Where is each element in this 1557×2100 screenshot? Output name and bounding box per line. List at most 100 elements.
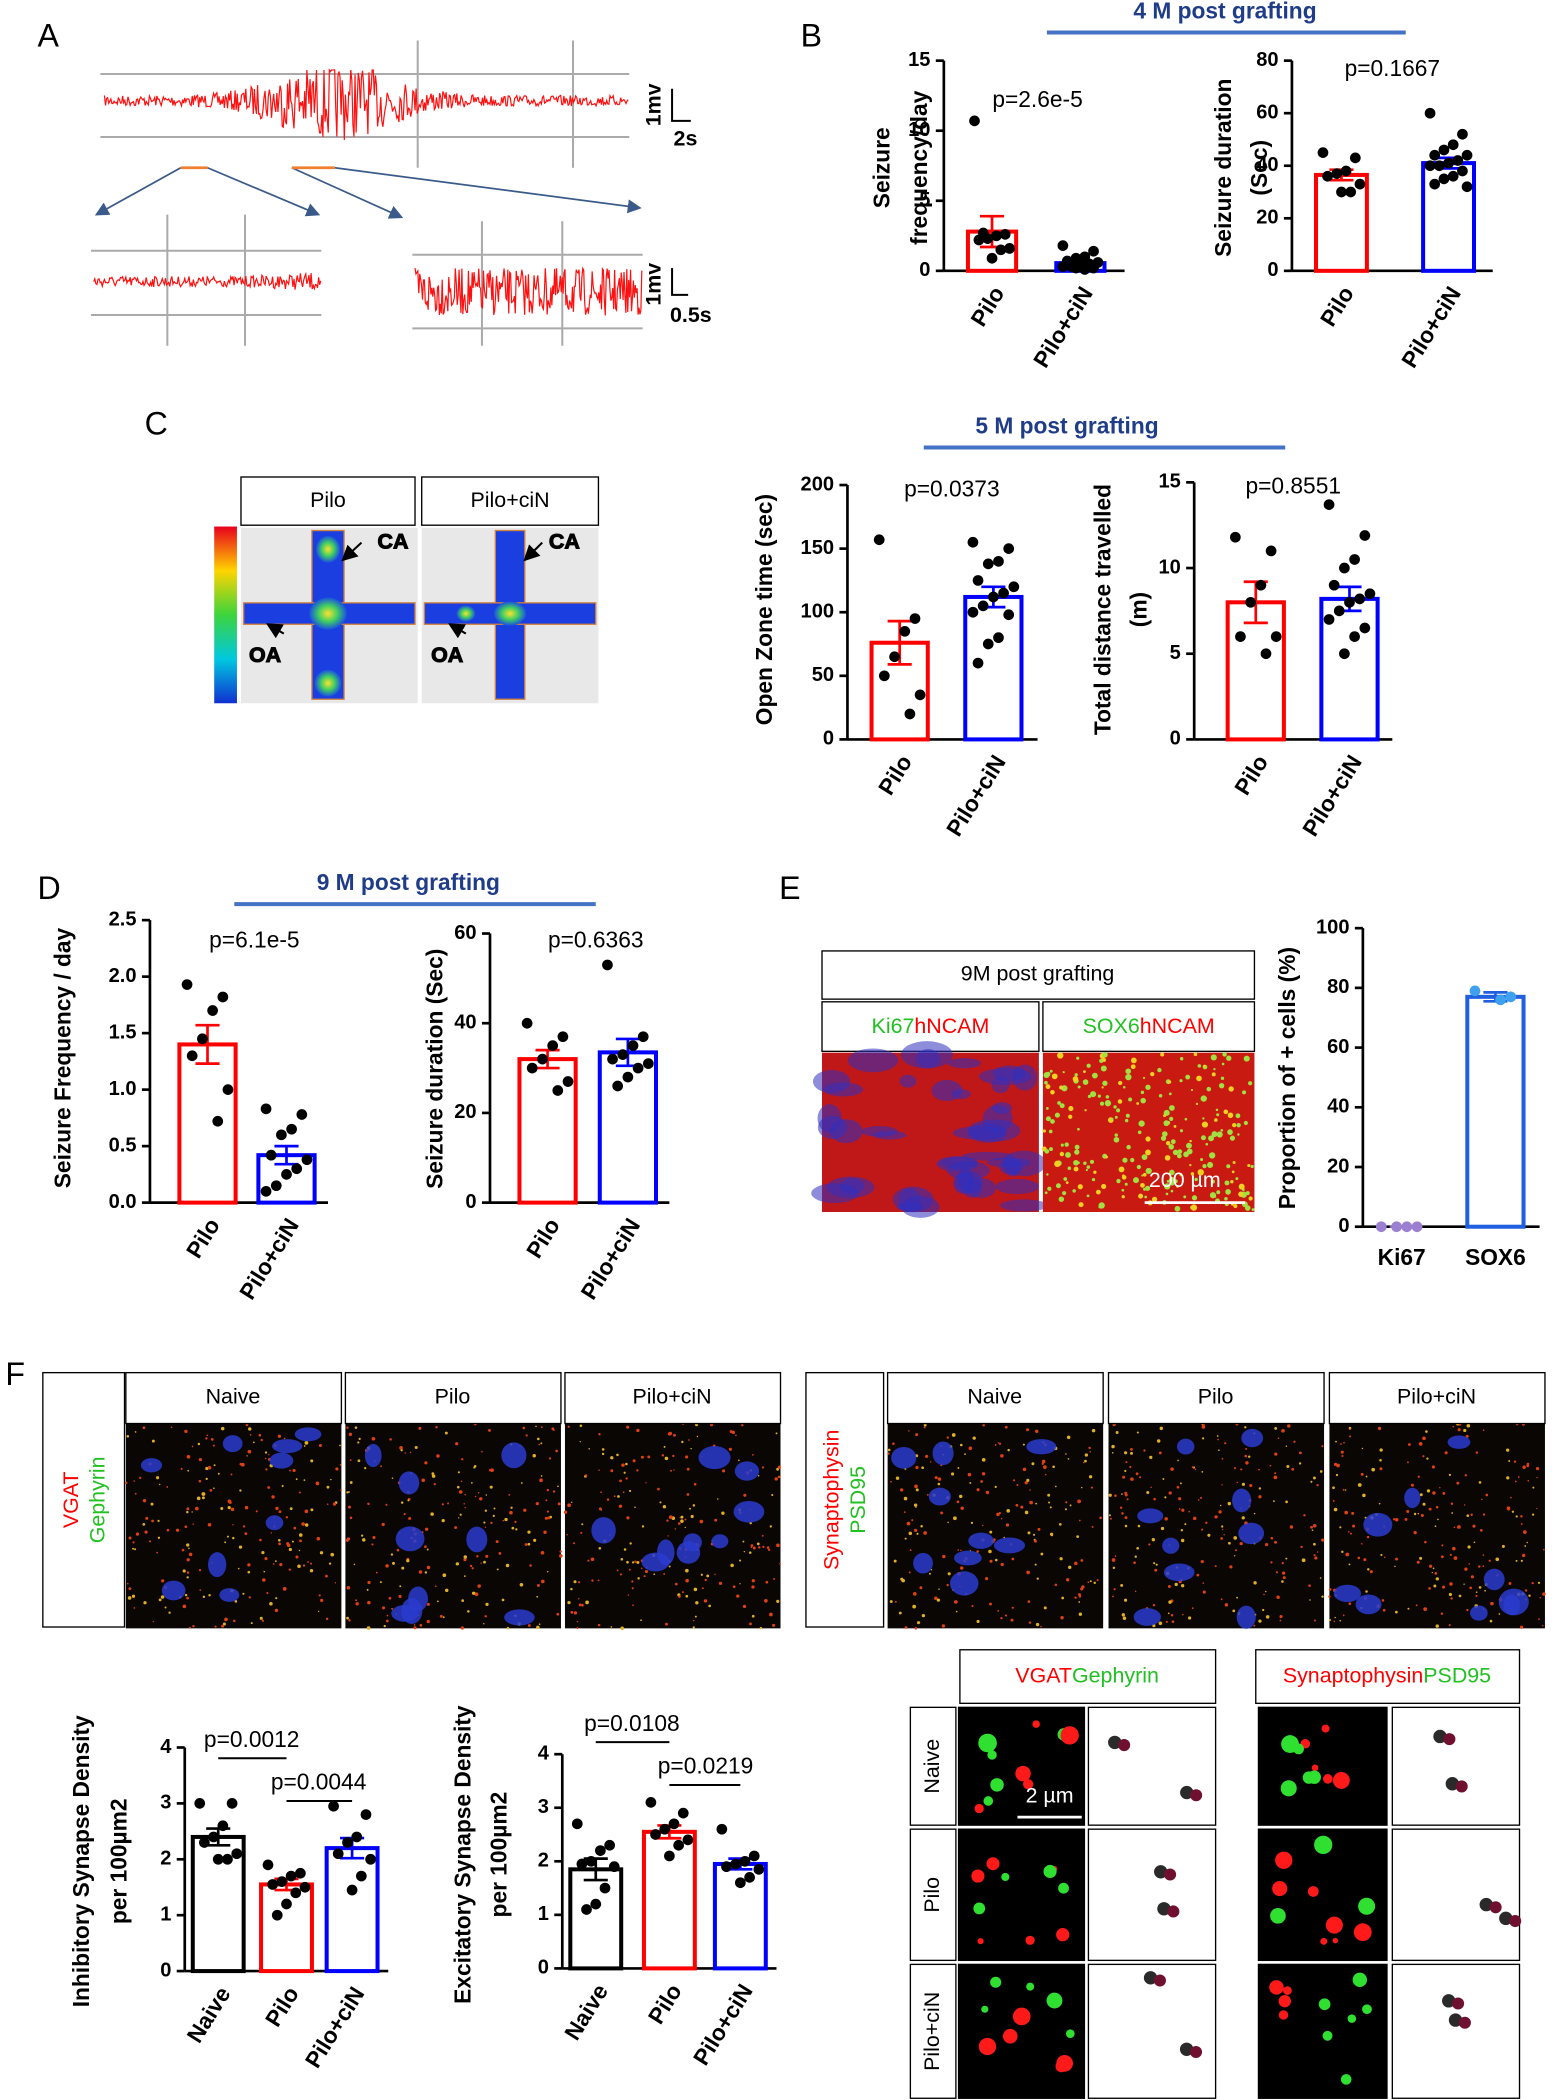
bar <box>963 594 1024 742</box>
puncta <box>1279 1615 1283 1619</box>
puncta <box>143 1601 147 1605</box>
puncta <box>1056 2054 1074 2072</box>
sox6-cell <box>1076 1056 1080 1060</box>
puncta <box>166 1486 169 1488</box>
puncta <box>678 1595 681 1598</box>
puncta <box>366 1626 371 1630</box>
puncta <box>588 1448 590 1450</box>
synapse-blob <box>1509 1915 1522 1928</box>
sox6-cell <box>1150 1071 1155 1077</box>
puncta <box>1505 1448 1510 1452</box>
puncta <box>663 1573 666 1575</box>
puncta <box>381 1606 386 1610</box>
data-point <box>328 1800 339 1812</box>
puncta <box>1378 1502 1381 1505</box>
puncta <box>1000 1454 1004 1458</box>
puncta <box>1328 1618 1332 1622</box>
puncta <box>641 1525 645 1528</box>
puncta <box>1188 1510 1191 1513</box>
puncta <box>1176 1485 1180 1489</box>
puncta <box>414 1446 418 1450</box>
puncta <box>459 1513 462 1516</box>
x-tick-label: Pilo <box>965 282 1009 331</box>
condition-header: Pilo+ciN <box>1397 1385 1476 1409</box>
sox6-cell <box>1110 1117 1114 1121</box>
sox6-cell <box>1118 1080 1123 1086</box>
sox6-cell <box>1050 1119 1055 1124</box>
sox6-cell <box>1190 1088 1194 1092</box>
nucleus-cluster <box>873 1130 907 1140</box>
scale-bar <box>671 268 689 296</box>
puncta <box>1114 1494 1117 1497</box>
puncta <box>1457 1525 1461 1529</box>
data-point <box>571 1818 583 1830</box>
puncta <box>1046 1992 1063 2009</box>
sox6-cell <box>1202 1164 1207 1169</box>
puncta <box>908 1531 913 1536</box>
puncta <box>739 1559 742 1562</box>
puncta <box>1201 1425 1206 1429</box>
puncta <box>929 1461 932 1463</box>
data-point <box>608 1861 620 1873</box>
data-point <box>632 1062 644 1074</box>
nucleus-cluster <box>978 1068 1032 1085</box>
sox6-cell <box>1105 1155 1108 1159</box>
puncta <box>1233 1536 1238 1540</box>
x-tick-label: Pilo+ciN <box>575 1213 645 1303</box>
data-point <box>969 115 980 127</box>
puncta <box>1082 1461 1085 1464</box>
puncta <box>1023 1779 1034 1790</box>
eeg-trace <box>103 68 629 140</box>
nucleus <box>891 1446 917 1469</box>
data-point <box>1438 144 1450 156</box>
data-point <box>873 534 885 546</box>
nucleus <box>1241 1428 1264 1448</box>
data-point <box>1359 530 1371 541</box>
sox6-cell <box>1176 1184 1179 1188</box>
puncta <box>213 1487 215 1489</box>
puncta <box>1065 2029 1075 2038</box>
puncta <box>1224 1603 1229 1607</box>
sox6-cell <box>1170 1189 1174 1193</box>
puncta <box>304 1441 309 1445</box>
puncta <box>142 1523 146 1526</box>
puncta <box>403 1513 406 1516</box>
puncta <box>1321 1538 1325 1542</box>
puncta <box>1182 1613 1184 1616</box>
error-bar <box>195 1023 220 1065</box>
puncta <box>567 1503 571 1508</box>
puncta <box>1077 1499 1081 1504</box>
puncta <box>545 1499 548 1502</box>
sox6-cell <box>1210 1054 1217 1061</box>
puncta <box>304 1523 309 1527</box>
puncta <box>573 1580 577 1584</box>
puncta <box>1439 1487 1441 1489</box>
sox6-cell <box>1170 1139 1176 1145</box>
puncta <box>616 1569 619 1572</box>
puncta <box>418 1570 423 1574</box>
data-point <box>217 991 229 1003</box>
puncta <box>685 1568 689 1573</box>
puncta <box>988 1549 992 1554</box>
sox6-cell <box>1085 1168 1088 1172</box>
puncta <box>1093 1581 1096 1585</box>
nucleus <box>219 1588 240 1602</box>
puncta <box>1407 1461 1409 1464</box>
puncta <box>573 1611 578 1615</box>
puncta <box>1349 1532 1352 1535</box>
sox6-cell <box>1044 1080 1048 1085</box>
data-point <box>342 1837 353 1848</box>
puncta <box>400 1449 403 1452</box>
puncta <box>1011 1557 1015 1561</box>
puncta <box>921 1613 926 1618</box>
puncta <box>570 1587 573 1591</box>
puncta <box>923 1426 926 1429</box>
puncta <box>484 1615 487 1618</box>
puncta <box>906 1521 911 1526</box>
puncta <box>1202 1590 1206 1594</box>
sox6-cell <box>1044 1191 1048 1195</box>
sox6-cell <box>1216 1190 1221 1195</box>
puncta <box>289 1507 293 1511</box>
puncta <box>1344 1510 1349 1515</box>
puncta <box>156 1551 158 1554</box>
